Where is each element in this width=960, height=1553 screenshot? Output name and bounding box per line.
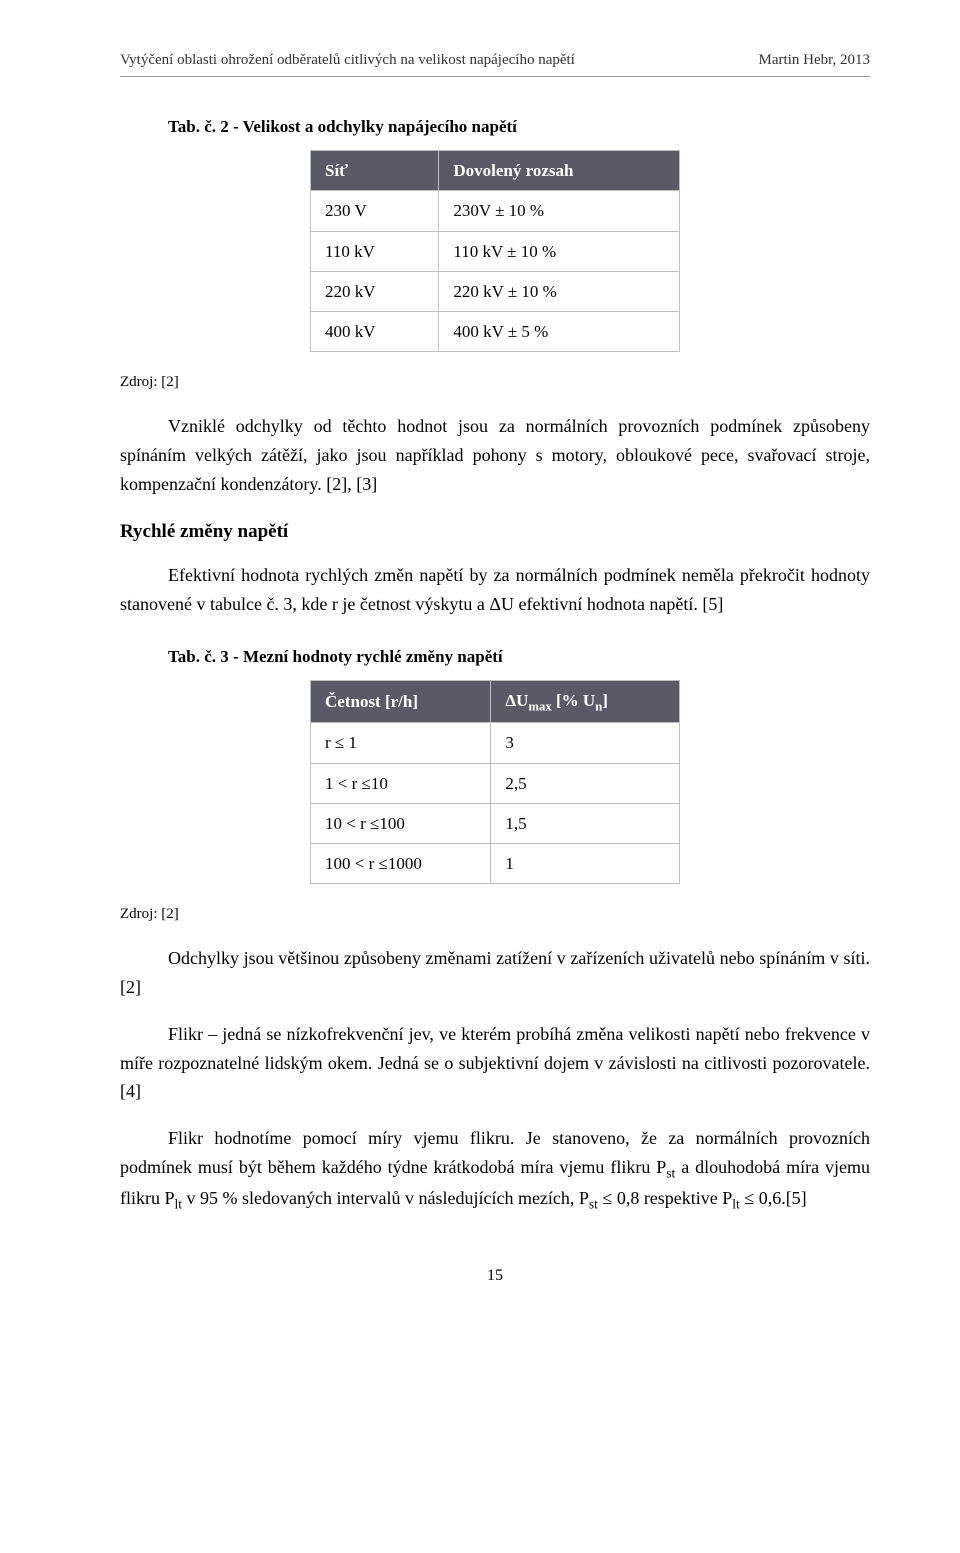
table2: Síť Dovolený rozsah 230 V 230V ± 10 % 11… xyxy=(310,150,680,352)
col2-part-c: ] xyxy=(602,691,608,710)
header-right: Martin Hebr, 2013 xyxy=(759,48,870,72)
p5-part-e: ≤ 0,6.[5] xyxy=(740,1188,807,1208)
paragraph-2: Efektivní hodnota rychlých změn napětí b… xyxy=(120,561,870,619)
table-row: 110 kV 110 kV ± 10 % xyxy=(311,231,680,271)
paragraph-3: Odchylky jsou většinou způsobeny změnami… xyxy=(120,944,870,1002)
cell: 110 kV ± 10 % xyxy=(439,231,680,271)
cell: 1 < r ≤10 xyxy=(311,763,491,803)
running-header: Vytýčení oblasti ohrožení odběratelů cit… xyxy=(120,48,870,77)
table3: Četnost [r/h] ΔUmax [% Un] r ≤ 1 3 1 < r… xyxy=(310,680,680,885)
table3-caption: Tab. č. 3 - Mezní hodnoty rychlé změny n… xyxy=(168,643,870,670)
page-number: 15 xyxy=(120,1263,870,1289)
table-header-row: Četnost [r/h] ΔUmax [% Un] xyxy=(311,680,680,723)
p5-part-c: v 95 % sledovaných intervalů v následují… xyxy=(182,1188,589,1208)
col2-sub-max: max xyxy=(528,699,551,713)
paragraph-5: Flikr hodnotíme pomocí míry vjemu flikru… xyxy=(120,1124,870,1215)
sub-lt-2: lt xyxy=(732,1197,740,1212)
col2-part-a: ΔU xyxy=(505,691,528,710)
cell: 100 < r ≤1000 xyxy=(311,844,491,884)
cell: 230 V xyxy=(311,191,439,231)
table-header-row: Síť Dovolený rozsah xyxy=(311,151,680,191)
table-row: 10 < r ≤100 1,5 xyxy=(311,803,680,843)
cell: 400 kV xyxy=(311,311,439,351)
table3-col2: ΔUmax [% Un] xyxy=(491,680,680,723)
table2-col2: Dovolený rozsah xyxy=(439,151,680,191)
sub-lt-1: lt xyxy=(175,1197,183,1212)
cell: 400 kV ± 5 % xyxy=(439,311,680,351)
table-row: 1 < r ≤10 2,5 xyxy=(311,763,680,803)
table2-col1: Síť xyxy=(311,151,439,191)
paragraph-1: Vzniklé odchylky od těchto hodnot jsou z… xyxy=(120,412,870,498)
table3-source: Zdroj: [2] xyxy=(120,902,870,926)
sub-st-2: st xyxy=(589,1197,598,1212)
cell: 110 kV xyxy=(311,231,439,271)
table3-col1: Četnost [r/h] xyxy=(311,680,491,723)
cell: 2,5 xyxy=(491,763,680,803)
cell: 230V ± 10 % xyxy=(439,191,680,231)
p5-part-d: ≤ 0,8 respektive P xyxy=(598,1188,732,1208)
table-row: 400 kV 400 kV ± 5 % xyxy=(311,311,680,351)
cell: 10 < r ≤100 xyxy=(311,803,491,843)
subheading-rapid-changes: Rychlé změny napětí xyxy=(120,517,870,547)
col2-part-b: [% U xyxy=(552,691,595,710)
table-row: 220 kV 220 kV ± 10 % xyxy=(311,271,680,311)
table-row: 230 V 230V ± 10 % xyxy=(311,191,680,231)
cell: 1,5 xyxy=(491,803,680,843)
cell: 1 xyxy=(491,844,680,884)
table-row: 100 < r ≤1000 1 xyxy=(311,844,680,884)
table-row: r ≤ 1 3 xyxy=(311,723,680,763)
paragraph-4: Flikr – jedná se nízkofrekvenční jev, ve… xyxy=(120,1020,870,1106)
cell: r ≤ 1 xyxy=(311,723,491,763)
header-left: Vytýčení oblasti ohrožení odběratelů cit… xyxy=(120,48,575,72)
cell: 3 xyxy=(491,723,680,763)
cell: 220 kV xyxy=(311,271,439,311)
sub-st-1: st xyxy=(666,1166,675,1181)
table2-source: Zdroj: [2] xyxy=(120,370,870,394)
page-container: Vytýčení oblasti ohrožení odběratelů cit… xyxy=(0,0,960,1349)
table2-caption: Tab. č. 2 - Velikost a odchylky napájecí… xyxy=(168,113,870,140)
cell: 220 kV ± 10 % xyxy=(439,271,680,311)
